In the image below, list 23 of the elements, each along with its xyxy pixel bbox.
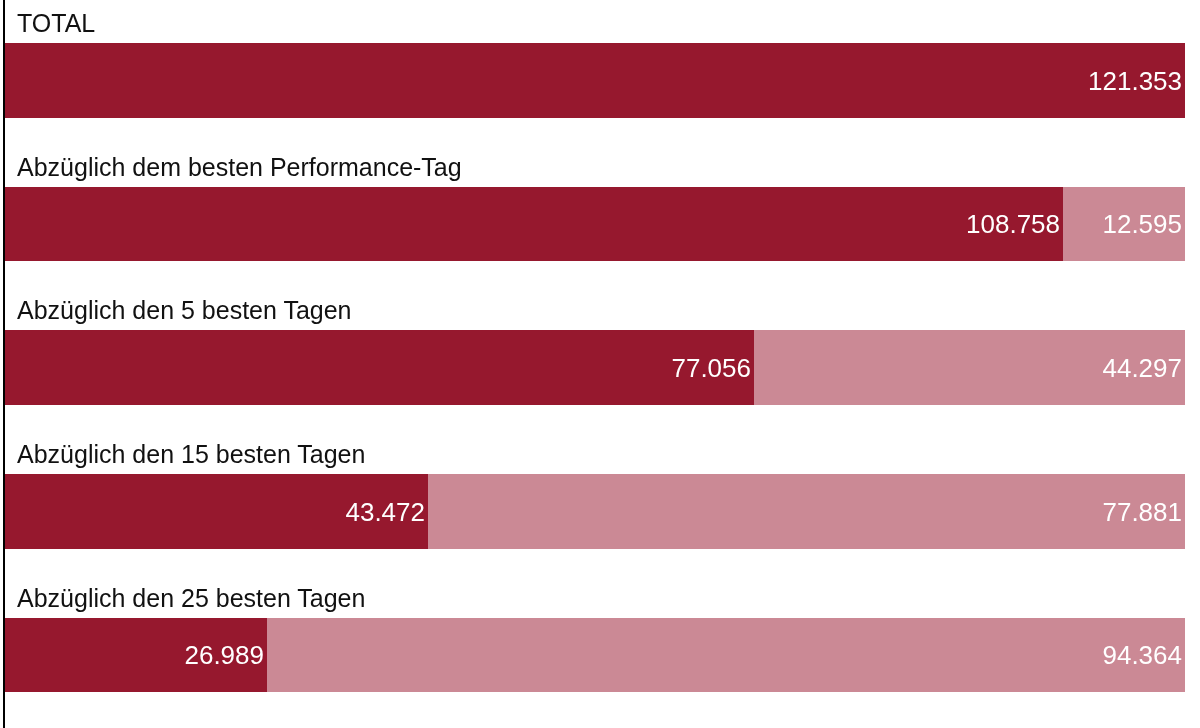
y-tick-label: Abzüglich den 25 besten Tagen bbox=[17, 584, 366, 612]
bar bbox=[5, 330, 754, 405]
y-tick-label: TOTAL bbox=[17, 9, 96, 37]
data-label: 94.364 bbox=[1102, 640, 1182, 670]
bar bbox=[1063, 187, 1185, 261]
data-label: 44.297 bbox=[1102, 352, 1182, 383]
data-label: 121.353 bbox=[1088, 65, 1182, 96]
bar bbox=[5, 187, 1063, 261]
bar bbox=[5, 43, 1185, 118]
data-label: 12.595 bbox=[1102, 209, 1182, 239]
y-tick-label: Abzüglich den 15 besten Tagen bbox=[17, 440, 366, 468]
bar bbox=[428, 474, 1185, 549]
bar bbox=[5, 618, 267, 692]
data-label: 77.056 bbox=[671, 352, 751, 383]
data-label: 77.881 bbox=[1102, 496, 1182, 527]
bar bbox=[267, 618, 1185, 692]
y-tick-label: Abzüglich den 5 besten Tagen bbox=[17, 296, 352, 324]
bar bbox=[5, 474, 428, 549]
y-tick-label: Abzüglich dem besten Performance-Tag bbox=[17, 153, 462, 181]
data-label: 108.758 bbox=[966, 209, 1060, 239]
data-label: 26.989 bbox=[184, 640, 264, 670]
bar bbox=[754, 330, 1185, 405]
data-label: 43.472 bbox=[345, 496, 425, 527]
